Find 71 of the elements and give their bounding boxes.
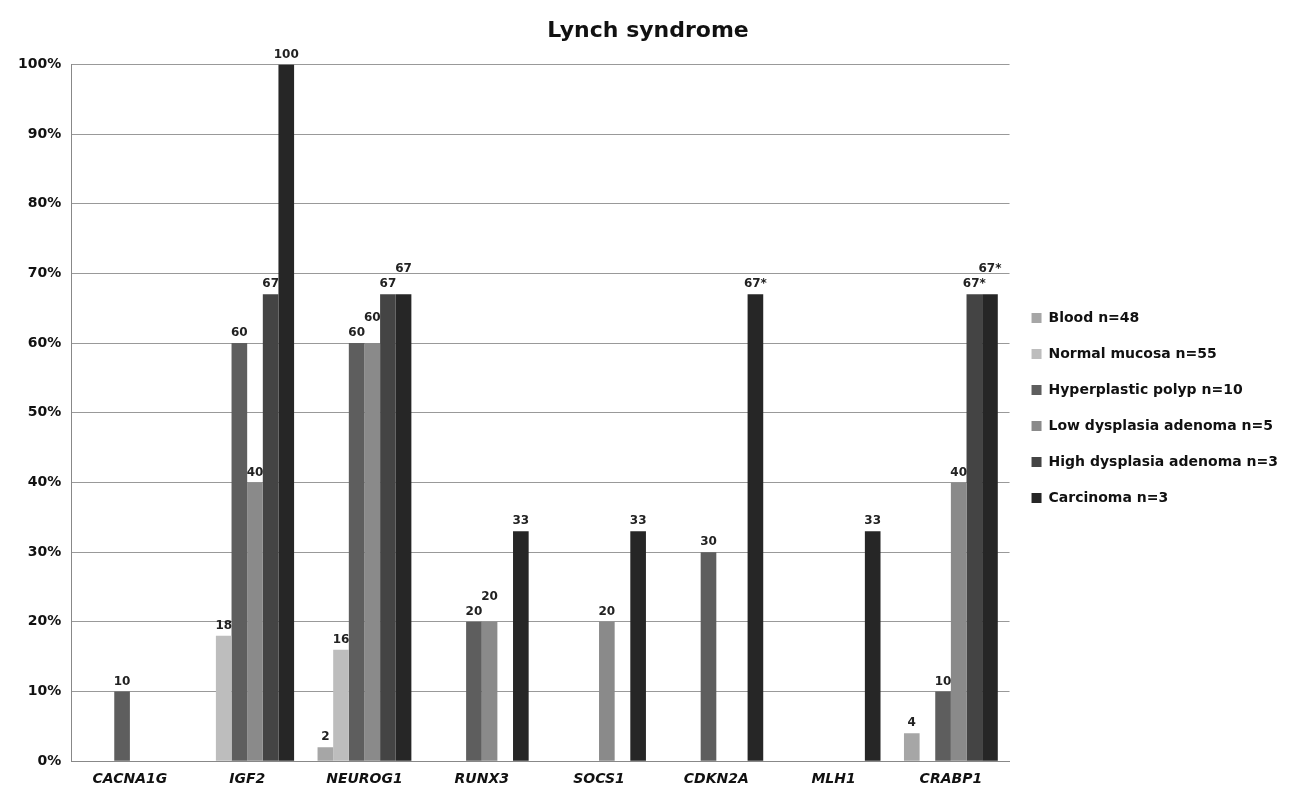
x-tick-label: CDKN2A bbox=[683, 770, 749, 787]
y-tick-label: 40% bbox=[27, 473, 62, 490]
data-label: 18 bbox=[215, 617, 233, 632]
bar bbox=[966, 294, 983, 761]
bar bbox=[747, 294, 764, 761]
y-tick-label: 50% bbox=[27, 403, 62, 420]
data-label: 100 bbox=[273, 46, 299, 61]
y-tick-label: 0% bbox=[37, 751, 62, 768]
legend-label: Blood n=48 bbox=[1048, 308, 1140, 325]
legend-label: Normal mucosa n=55 bbox=[1048, 344, 1217, 361]
x-tick-label: CRABP1 bbox=[919, 770, 983, 787]
bar bbox=[114, 691, 130, 761]
bar bbox=[700, 552, 717, 761]
data-label: 67 bbox=[379, 276, 397, 291]
bar bbox=[395, 294, 412, 761]
x-tick-label: IGF2 bbox=[229, 770, 266, 787]
legend-label: Hyperplastic polyp n=10 bbox=[1048, 380, 1243, 397]
x-tick-label: SOCS1 bbox=[573, 770, 625, 787]
data-label: 33 bbox=[864, 513, 882, 528]
bar bbox=[864, 531, 881, 761]
y-tick-label: 30% bbox=[27, 542, 62, 559]
data-label: 4 bbox=[907, 715, 916, 730]
bar bbox=[513, 531, 529, 761]
bar bbox=[317, 747, 334, 761]
bar bbox=[380, 294, 396, 761]
bar bbox=[348, 343, 365, 761]
y-tick-label: 60% bbox=[27, 333, 62, 350]
data-label: 20 bbox=[598, 603, 616, 618]
legend-label: Carcinoma n=3 bbox=[1048, 488, 1169, 505]
data-label: 67 bbox=[395, 261, 412, 276]
data-label: 33 bbox=[512, 513, 530, 528]
data-label: 67* bbox=[743, 276, 768, 291]
bar bbox=[262, 294, 279, 761]
bar bbox=[982, 294, 998, 761]
y-tick-label: 90% bbox=[27, 124, 62, 141]
data-label: 67* bbox=[978, 261, 1003, 276]
data-label: 60 bbox=[231, 325, 248, 340]
data-label: 10 bbox=[934, 673, 952, 688]
x-tick-label: RUNX3 bbox=[454, 770, 509, 787]
data-label: 30 bbox=[700, 534, 717, 549]
bar bbox=[333, 649, 349, 761]
x-tick-label: CACNA1G bbox=[92, 770, 168, 787]
bar bbox=[903, 733, 920, 761]
y-tick-label: 80% bbox=[27, 194, 62, 211]
bar bbox=[278, 64, 295, 761]
data-label: 20 bbox=[481, 588, 498, 603]
bar bbox=[231, 343, 248, 761]
chart-title: Lynch syndrome bbox=[547, 16, 749, 42]
bar bbox=[215, 635, 232, 761]
y-tick-label: 10% bbox=[27, 682, 62, 699]
bar bbox=[935, 691, 951, 761]
y-tick-label: 100% bbox=[17, 55, 62, 72]
data-label: 16 bbox=[332, 631, 350, 646]
data-label: 20 bbox=[465, 603, 483, 618]
x-tick-label: MLH1 bbox=[811, 770, 856, 787]
bar bbox=[630, 531, 646, 761]
data-label: 67 bbox=[262, 276, 279, 291]
data-label: 60 bbox=[363, 310, 381, 325]
data-label: 2 bbox=[321, 729, 330, 744]
x-tick-label: NEUROG1 bbox=[326, 770, 403, 787]
data-label: 40 bbox=[246, 464, 264, 479]
data-label: 10 bbox=[113, 673, 131, 688]
data-label: 60 bbox=[348, 325, 365, 340]
y-tick-label: 70% bbox=[27, 264, 62, 281]
y-tick-label: 20% bbox=[27, 612, 62, 629]
data-label: 40 bbox=[950, 464, 968, 479]
legend-label: Low dysplasia adenoma n=5 bbox=[1048, 416, 1273, 433]
bar bbox=[466, 621, 482, 761]
data-label: 67* bbox=[962, 276, 987, 291]
legend-label: High dysplasia adenoma n=3 bbox=[1048, 452, 1279, 469]
data-label: 33 bbox=[629, 513, 647, 528]
